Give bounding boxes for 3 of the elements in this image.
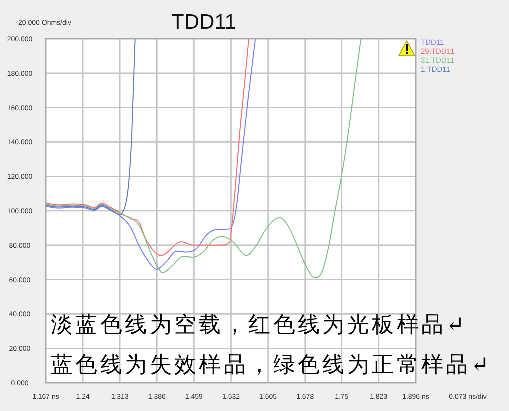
annotation: 蓝色线为失效样品，绿色线为正常样品↵ bbox=[51, 352, 492, 377]
chart-title: TDD11 bbox=[172, 11, 236, 34]
annotation: 淡蓝色线为空载，红色线为光板样品↵ bbox=[51, 312, 468, 337]
